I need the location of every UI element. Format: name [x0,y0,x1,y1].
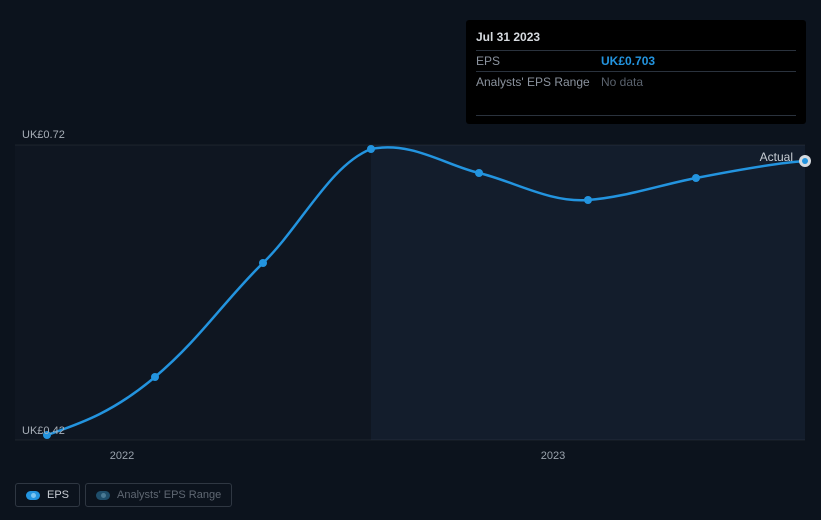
legend-swatch-range [96,491,110,500]
chart-svg [15,145,805,440]
x-tick-label: 2022 [110,450,134,462]
legend-item-eps[interactable]: EPS [15,483,80,507]
actual-label: Actual [760,150,793,164]
legend-label: EPS [47,489,69,501]
y-tick-label: UK£0.42 [22,425,65,437]
tooltip-key: Analysts' EPS Range [476,75,601,89]
tooltip-value: No data [601,75,643,89]
legend-swatch-eps [26,491,40,500]
tooltip-date: Jul 31 2023 [476,28,796,50]
chart-tooltip: Jul 31 2023 EPS UK£0.703 Analysts' EPS R… [466,20,806,124]
x-tick-label: 2023 [541,450,565,462]
tooltip-key: EPS [476,54,601,68]
tooltip-row-range: Analysts' EPS Range No data [476,71,796,116]
tooltip-value: UK£0.703 [601,54,655,68]
legend: EPS Analysts' EPS Range [15,483,232,507]
legend-item-range[interactable]: Analysts' EPS Range [85,483,232,507]
legend-label: Analysts' EPS Range [117,489,221,501]
y-tick-label: UK£0.72 [22,129,65,141]
tooltip-row-eps: EPS UK£0.703 [476,50,796,71]
eps-chart[interactable]: UK£0.72 UK£0.42 Actual [15,145,805,440]
